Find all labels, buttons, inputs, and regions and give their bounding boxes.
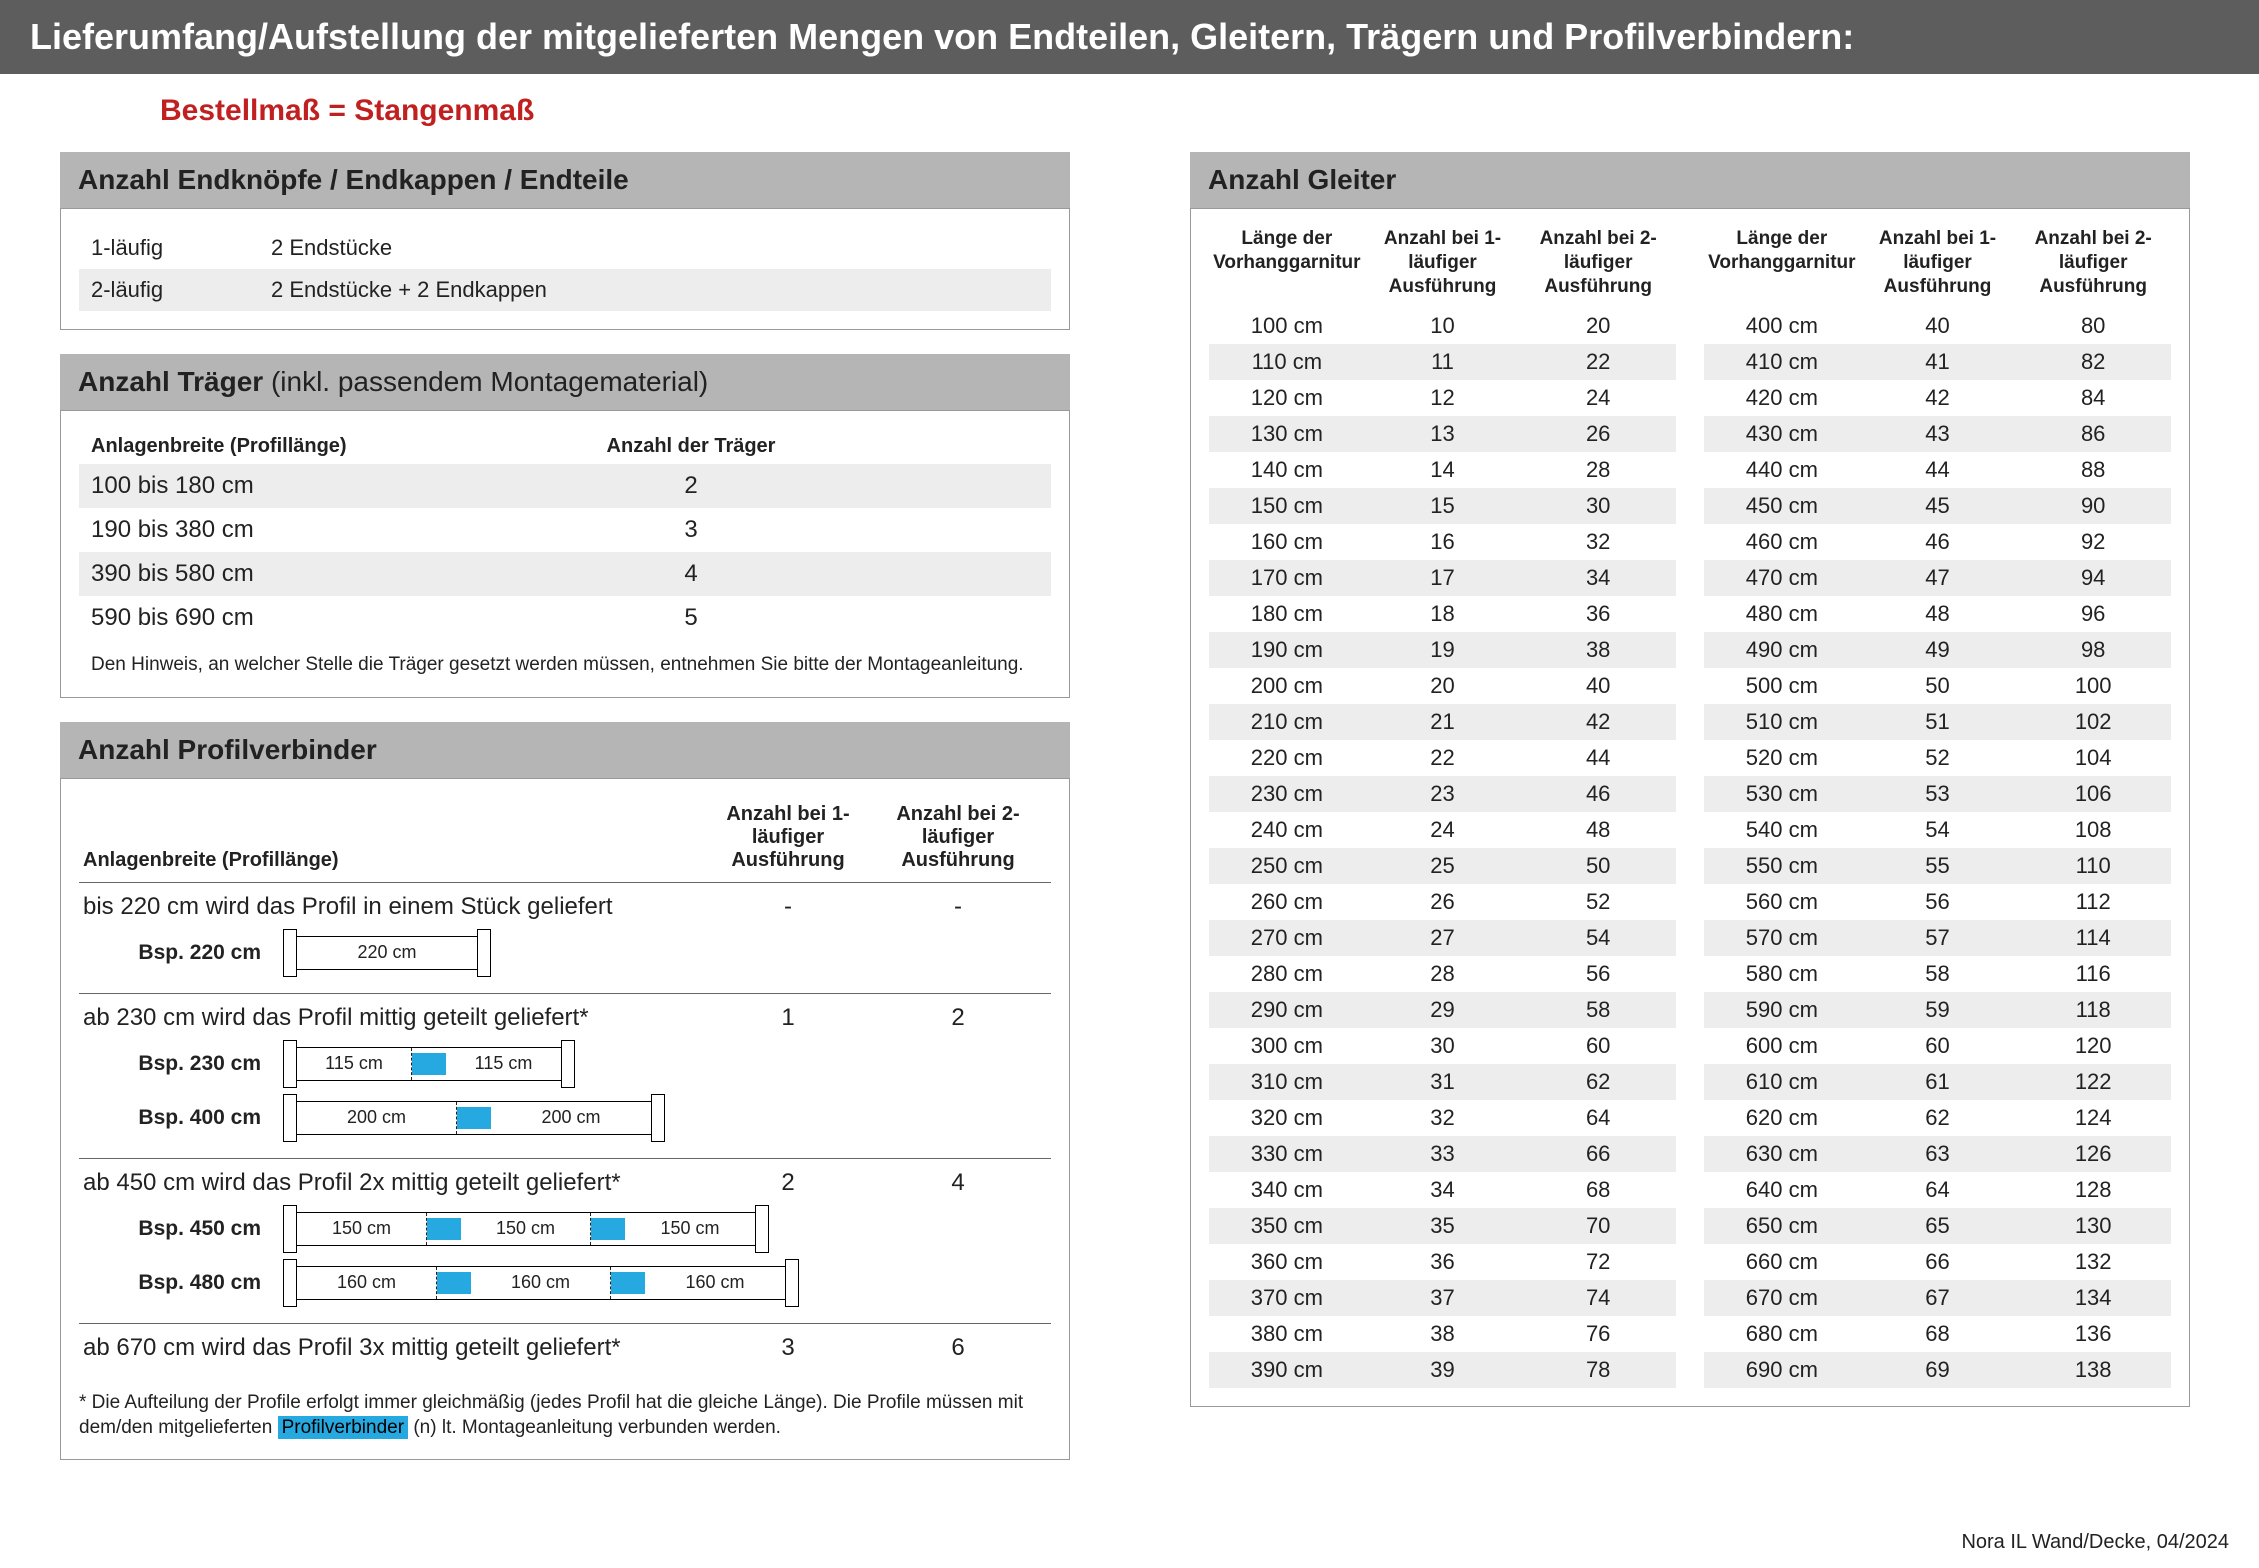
- gleiter-row: 420 cm4284: [1704, 380, 2171, 416]
- gleiter-row: 340 cm3468: [1209, 1172, 1676, 1208]
- gleiter-h2b: Anzahl bei 1-läufiger Ausführung: [1860, 227, 2016, 298]
- gleiter-row: 630 cm63126: [1704, 1136, 2171, 1172]
- gleiter-row: 670 cm67134: [1704, 1280, 2171, 1316]
- gleiter-row: 680 cm68136: [1704, 1316, 2171, 1352]
- gleiter-row: 120 cm1224: [1209, 380, 1676, 416]
- gleiter-row: 380 cm3876: [1209, 1316, 1676, 1352]
- gleiter-h3: Anzahl bei 2-läufiger Ausführung: [1520, 227, 1676, 298]
- gleiter-row: 460 cm4692: [1704, 524, 2171, 560]
- pv-section: ab 230 cm wird das Profil mittig geteilt…: [79, 993, 1051, 1158]
- traeger-col1-head: Anlagenbreite (Profillänge): [91, 435, 571, 458]
- gleiter-row: 580 cm58116: [1704, 956, 2171, 992]
- gleiter-row: 510 cm51102: [1704, 704, 2171, 740]
- gleiter-row: 320 cm3264: [1209, 1100, 1676, 1136]
- traeger-col2-head: Anzahl der Träger: [571, 435, 811, 458]
- gleiter-row: 360 cm3672: [1209, 1244, 1676, 1280]
- gleiter-row: 520 cm52104: [1704, 740, 2171, 776]
- gleiter-row: 140 cm1428: [1209, 452, 1676, 488]
- gleiter-row: 390 cm3978: [1209, 1352, 1676, 1388]
- gleiter-row: 560 cm56112: [1704, 884, 2171, 920]
- panel-endteile: Anzahl Endknöpfe / Endkappen / Endteile …: [60, 152, 1070, 330]
- gleiter-row: 170 cm1734: [1209, 560, 1676, 596]
- traeger-row: 390 bis 580 cm4: [79, 552, 1051, 596]
- gleiter-row: 540 cm54108: [1704, 812, 2171, 848]
- pv-section: ab 670 cm wird das Profil 3x mittig gete…: [79, 1323, 1051, 1380]
- gleiter-row: 280 cm2856: [1209, 956, 1676, 992]
- gleiter-row: 100 cm1020: [1209, 308, 1676, 344]
- gleiter-row: 220 cm2244: [1209, 740, 1676, 776]
- gleiter-row: 250 cm2550: [1209, 848, 1676, 884]
- gleiter-row: 370 cm3774: [1209, 1280, 1676, 1316]
- banner: Lieferumfang/Aufstellung der mitgeliefer…: [0, 0, 2259, 74]
- traeger-note: Den Hinweis, an welcher Stelle die Träge…: [79, 640, 1051, 679]
- pv-col2-head: Anzahl bei 1-läufiger Ausführung: [703, 803, 873, 872]
- gleiter-row: 230 cm2346: [1209, 776, 1676, 812]
- traeger-row: 100 bis 180 cm2: [79, 464, 1051, 508]
- gleiter-row: 410 cm4182: [1704, 344, 2171, 380]
- pv-section: bis 220 cm wird das Profil in einem Stüc…: [79, 882, 1051, 993]
- panel-traeger: Anzahl Träger (inkl. passendem Montagema…: [60, 354, 1070, 698]
- gleiter-row: 310 cm3162: [1209, 1064, 1676, 1100]
- gleiter-row: 550 cm55110: [1704, 848, 2171, 884]
- footer: Nora IL Wand/Decke, 04/2024: [1961, 1531, 2229, 1554]
- gleiter-row: 640 cm64128: [1704, 1172, 2171, 1208]
- gleiter-row: 480 cm4896: [1704, 596, 2171, 632]
- pv-col3-head: Anzahl bei 2-läufiger Ausführung: [873, 803, 1043, 872]
- gleiter-row: 650 cm65130: [1704, 1208, 2171, 1244]
- panel-header-pv: Anzahl Profilverbinder: [60, 722, 1070, 778]
- gleiter-row: 620 cm62124: [1704, 1100, 2171, 1136]
- gleiter-row: 470 cm4794: [1704, 560, 2171, 596]
- gleiter-row: 210 cm2142: [1209, 704, 1676, 740]
- endteile-row: 2-läufig2 Endstücke + 2 Endkappen: [79, 269, 1051, 311]
- gleiter-row: 490 cm4998: [1704, 632, 2171, 668]
- gleiter-h1b: Länge der Vorhang­garnitur: [1704, 227, 1860, 298]
- traeger-row: 190 bis 380 cm3: [79, 508, 1051, 552]
- gleiter-row: 500 cm50100: [1704, 668, 2171, 704]
- gleiter-row: 270 cm2754: [1209, 920, 1676, 956]
- gleiter-row: 600 cm60120: [1704, 1028, 2171, 1064]
- panel-header-gleiter: Anzahl Gleiter: [1190, 152, 2190, 208]
- gleiter-row: 330 cm3366: [1209, 1136, 1676, 1172]
- panel-gleiter: Anzahl Gleiter Länge der Vorhang­garnitu…: [1190, 152, 2190, 1407]
- gleiter-row: 130 cm1326: [1209, 416, 1676, 452]
- gleiter-row: 530 cm53106: [1704, 776, 2171, 812]
- panel-profilverbinder: Anzahl Profilverbinder Anlagenbreite (Pr…: [60, 722, 1070, 1460]
- gleiter-row: 300 cm3060: [1209, 1028, 1676, 1064]
- gleiter-row: 660 cm66132: [1704, 1244, 2171, 1280]
- gleiter-row: 260 cm2652: [1209, 884, 1676, 920]
- gleiter-row: 590 cm59118: [1704, 992, 2171, 1028]
- gleiter-h1: Länge der Vorhang­garnitur: [1209, 227, 1365, 298]
- gleiter-row: 160 cm1632: [1209, 524, 1676, 560]
- gleiter-row: 240 cm2448: [1209, 812, 1676, 848]
- gleiter-h3b: Anzahl bei 2-läufiger Ausführung: [2015, 227, 2171, 298]
- gleiter-h2: Anzahl bei 1-läufiger Ausführung: [1365, 227, 1521, 298]
- pv-note: * Die Aufteilung der Profile erfolgt imm…: [79, 1380, 1051, 1441]
- gleiter-row: 290 cm2958: [1209, 992, 1676, 1028]
- subtitle: Bestellmaß = Stangenmaß: [160, 94, 2259, 128]
- traeger-row: 590 bis 690 cm5: [79, 596, 1051, 640]
- endteile-row: 1-läufig2 Endstücke: [79, 227, 1051, 269]
- panel-header-traeger: Anzahl Träger (inkl. passendem Montagema…: [60, 354, 1070, 410]
- gleiter-row: 200 cm2040: [1209, 668, 1676, 704]
- gleiter-row: 180 cm1836: [1209, 596, 1676, 632]
- pv-col1-head: Anlagenbreite (Profillänge): [83, 849, 703, 872]
- gleiter-row: 610 cm61122: [1704, 1064, 2171, 1100]
- gleiter-row: 400 cm4080: [1704, 308, 2171, 344]
- panel-header-endteile: Anzahl Endknöpfe / Endkappen / Endteile: [60, 152, 1070, 208]
- gleiter-row: 150 cm1530: [1209, 488, 1676, 524]
- gleiter-row: 690 cm69138: [1704, 1352, 2171, 1388]
- gleiter-row: 110 cm1122: [1209, 344, 1676, 380]
- gleiter-row: 190 cm1938: [1209, 632, 1676, 668]
- gleiter-row: 430 cm4386: [1704, 416, 2171, 452]
- gleiter-row: 350 cm3570: [1209, 1208, 1676, 1244]
- pv-section: ab 450 cm wird das Profil 2x mittig gete…: [79, 1158, 1051, 1323]
- gleiter-row: 440 cm4488: [1704, 452, 2171, 488]
- gleiter-row: 570 cm57114: [1704, 920, 2171, 956]
- gleiter-row: 450 cm4590: [1704, 488, 2171, 524]
